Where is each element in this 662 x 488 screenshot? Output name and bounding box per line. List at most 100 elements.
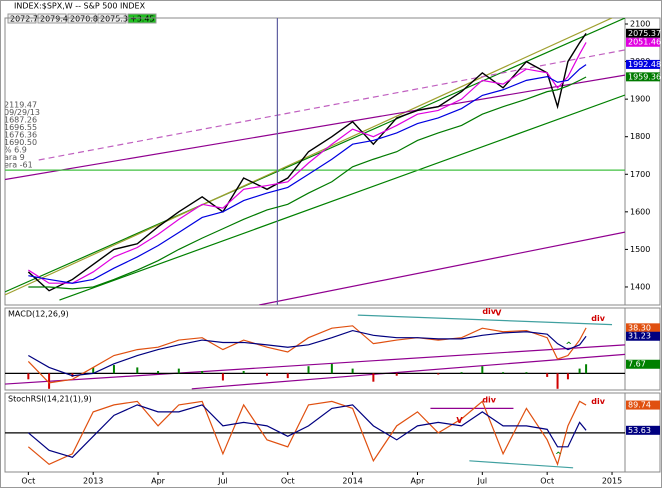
histogram-bar xyxy=(157,370,160,374)
histogram-bar xyxy=(556,373,559,389)
quote-value: 2079.47 xyxy=(40,15,73,24)
last-value-box xyxy=(626,323,660,333)
last-value-box xyxy=(626,359,660,369)
last-value-box xyxy=(626,331,660,341)
chart-title: INDEX:$SPX,W -- S&P 500 INDEX xyxy=(14,2,146,11)
info-line: 2119.47 xyxy=(4,101,37,110)
histogram-bar xyxy=(112,365,115,374)
histogram-bar xyxy=(585,364,588,374)
y-tick-label: 1600 xyxy=(630,207,650,216)
annotation: V xyxy=(495,308,502,317)
quote-value: +3.45 xyxy=(130,15,155,24)
trend-line xyxy=(469,460,574,469)
histogram-bar xyxy=(395,373,398,376)
last-value-label: 2075.37 xyxy=(628,29,661,38)
x-tick-label: Apr xyxy=(411,477,426,486)
annotation: ^ xyxy=(555,451,562,460)
y-tick-label: 1400 xyxy=(630,282,650,291)
x-tick-label: Jul xyxy=(476,477,487,486)
histogram-bar xyxy=(437,373,440,375)
series-line xyxy=(28,42,587,284)
annotation: V xyxy=(456,416,463,425)
annotation: div xyxy=(482,307,496,316)
annotation: div xyxy=(591,314,605,323)
plot xyxy=(5,18,625,305)
x-tick-label: Oct xyxy=(281,477,295,486)
histogram-bar xyxy=(481,366,484,374)
histogram-bar xyxy=(460,372,463,374)
series-line xyxy=(28,64,587,284)
trend-line xyxy=(191,353,625,390)
info-line: ara 9 xyxy=(4,153,25,162)
panel-title: MACD(12,26,9) xyxy=(8,310,69,319)
x-tick-label: Apr xyxy=(151,477,166,486)
last-value-label: 89.74 xyxy=(628,401,651,410)
y-tick-label: 1900 xyxy=(630,95,650,104)
trend-line xyxy=(59,94,625,301)
y-tick-label: 1500 xyxy=(630,245,650,254)
info-line: era -61 xyxy=(4,161,33,170)
histogram-bar xyxy=(27,373,30,380)
histogram-bar xyxy=(136,367,139,374)
trend-line xyxy=(5,344,625,385)
last-value-box xyxy=(626,425,660,435)
annotation: ^ xyxy=(565,340,572,349)
plot xyxy=(5,314,625,390)
series-line xyxy=(27,400,587,467)
quote-value: 2075.37 xyxy=(100,15,133,24)
x-tick-label: Oct xyxy=(540,477,554,486)
last-value-label: 7.67 xyxy=(628,360,646,369)
quote-value: 2070.81 xyxy=(70,15,103,24)
trend-line xyxy=(5,74,625,181)
y-tick-label: 2100 xyxy=(630,20,650,29)
last-value-label: 1992.48 xyxy=(628,60,661,69)
series-line xyxy=(28,76,587,290)
last-value-box xyxy=(626,28,660,38)
info-line: % 6.9 xyxy=(4,146,27,155)
histogram-bar xyxy=(242,370,245,374)
histogram-bar xyxy=(546,373,549,377)
histogram-bar xyxy=(525,372,528,374)
annotation: div xyxy=(482,395,496,404)
last-value-label: 38.30 xyxy=(628,323,651,332)
info-line: 1696.55 xyxy=(4,123,37,132)
last-value-box xyxy=(626,59,660,69)
axis-strip xyxy=(624,307,661,391)
last-value-box xyxy=(626,72,660,82)
info-line: 09/29/13 xyxy=(4,108,40,117)
histogram-bar xyxy=(566,373,569,380)
histogram-bar xyxy=(177,368,180,374)
series-line xyxy=(27,33,587,292)
histogram-bar xyxy=(286,373,289,379)
x-tick-label: 2015 xyxy=(602,477,622,486)
quote-value: 2072.78 xyxy=(10,15,43,24)
histogram-bar xyxy=(201,370,204,374)
y-tick-label: 1700 xyxy=(630,170,650,179)
histogram-bar xyxy=(578,368,581,374)
histogram-bar xyxy=(351,368,354,374)
trend-line xyxy=(357,314,613,326)
last-value-label: 1959.36 xyxy=(628,72,661,81)
trend-line xyxy=(259,231,625,305)
annotation: div xyxy=(591,397,605,406)
y-tick-label: 1800 xyxy=(630,132,650,141)
info-line: 1690.50 xyxy=(4,138,37,147)
last-value-label: 53.63 xyxy=(628,426,651,435)
histogram-bar xyxy=(266,373,269,376)
histogram-bar xyxy=(502,372,505,374)
x-tick-label: Jul xyxy=(217,477,228,486)
histogram-bar xyxy=(330,363,333,374)
info-line: 1687.26 xyxy=(4,116,37,125)
panel-title: StochRSI(14,21(1),9) xyxy=(8,395,92,404)
trend-line xyxy=(5,18,625,293)
histogram-bar xyxy=(221,373,224,381)
histogram-bar xyxy=(307,366,310,374)
series-line xyxy=(28,329,587,377)
info-line: 1676.36 xyxy=(4,131,37,140)
x-tick-label: Oct xyxy=(21,477,35,486)
series-line xyxy=(27,404,587,458)
histogram-bar xyxy=(372,373,375,382)
last-value-label: 31.23 xyxy=(628,332,651,341)
